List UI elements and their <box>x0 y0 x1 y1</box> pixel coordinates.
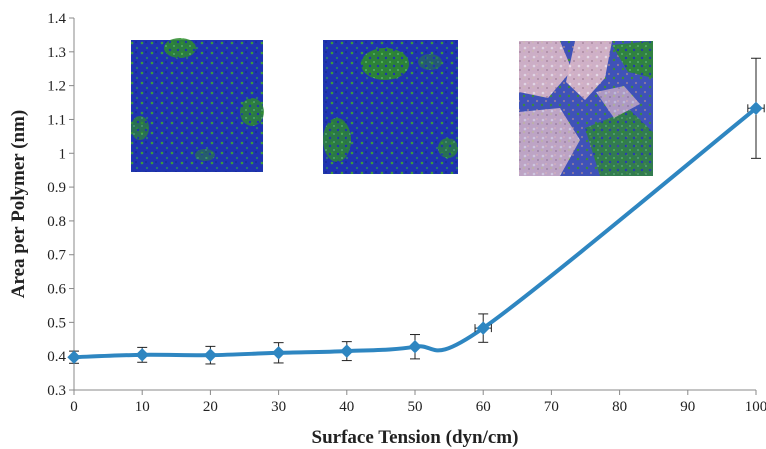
data-point-marker <box>203 348 218 362</box>
data-point-marker <box>476 321 490 335</box>
data-point-marker <box>67 350 81 364</box>
x-tick-label: 10 <box>135 399 150 415</box>
simulation-snapshot-2 <box>323 40 458 174</box>
y-tick-label: 0.4 <box>47 349 66 365</box>
insets-layer <box>131 38 653 176</box>
simulation-snapshot-1 <box>131 38 264 172</box>
y-tick-label: 1.3 <box>47 45 66 61</box>
data-point-marker <box>135 348 149 362</box>
x-axis-title: Surface Tension (dyn/cm) <box>312 427 519 448</box>
x-tick-label: 50 <box>408 399 423 415</box>
x-tick-label: 70 <box>544 399 559 415</box>
data-point-marker <box>408 340 422 354</box>
y-tick-label: 0.9 <box>47 180 66 196</box>
y-ticks: 0.3 0.4 0.5 0.6 0.7 0.8 0.9 1 1.1 1.2 1.3 1.4 <box>47 11 74 399</box>
series-layer <box>67 57 765 365</box>
y-tick-label: 1.4 <box>47 11 66 27</box>
y-tick-label: 0.7 <box>47 248 66 264</box>
x-tick-label: 0 <box>70 399 78 415</box>
y-tick-label: 1.1 <box>47 112 66 128</box>
y-axis-title: Area per Polymer (nm) <box>8 110 29 298</box>
y-tick-label: 1.2 <box>47 79 66 95</box>
y-tick-label: 0.8 <box>47 214 66 230</box>
x-ticks: 0 10 20 30 40 50 60 70 80 90 100 <box>70 390 766 415</box>
x-tick-label: 20 <box>203 399 218 415</box>
x-tick-label: 30 <box>271 399 286 415</box>
simulation-snapshot-3 <box>519 41 653 176</box>
data-point-marker <box>749 101 763 116</box>
y-tick-label: 0.5 <box>47 315 66 331</box>
x-tick-label: 60 <box>476 399 491 415</box>
x-tick-label: 80 <box>612 399 627 415</box>
y-tick-label: 0.3 <box>47 383 66 399</box>
x-tick-label: 100 <box>745 399 766 415</box>
data-point-marker <box>340 344 354 358</box>
y-tick-label: 0.6 <box>47 282 66 298</box>
x-tick-label: 90 <box>680 399 695 415</box>
x-tick-label: 40 <box>339 399 354 415</box>
data-point-marker <box>271 346 286 360</box>
y-tick-label: 1 <box>59 146 67 162</box>
